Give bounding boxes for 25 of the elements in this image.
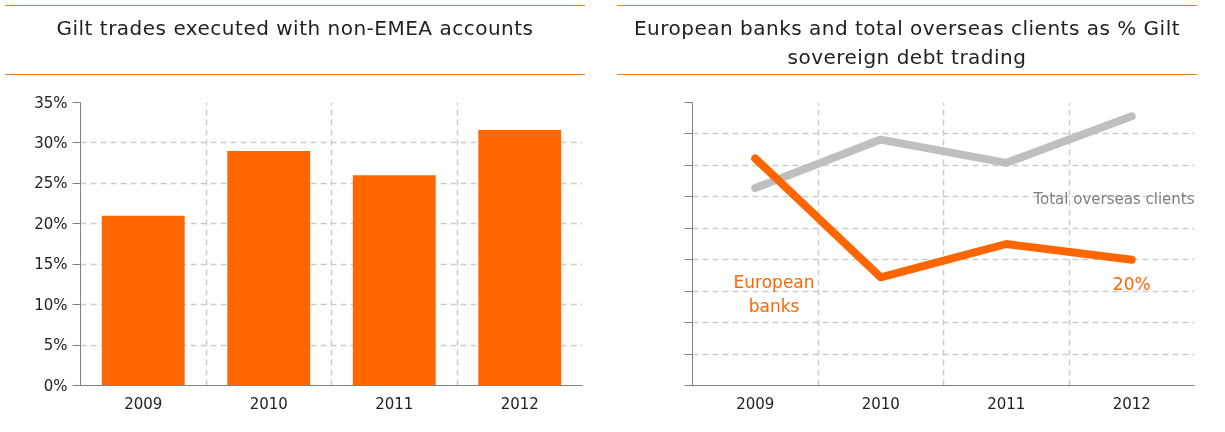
x-tick-label: 2011: [987, 394, 1026, 413]
bar: [227, 151, 311, 386]
x-tick-label: 2009: [124, 394, 163, 413]
y-tick-label: 15%: [34, 255, 68, 274]
bar: [352, 175, 436, 386]
data-label: 20%: [1112, 273, 1151, 294]
bar: [101, 215, 185, 386]
y-tick-label: 35%: [34, 93, 68, 112]
y-tick-label: 20%: [34, 214, 68, 233]
y-tick-label: 5%: [43, 336, 68, 355]
y-tick-label: 0%: [43, 376, 68, 395]
text: European banks: [733, 271, 815, 316]
x-tick-label: 2011: [375, 394, 414, 413]
text: Total overseas clients: [1032, 189, 1195, 208]
y-tick-label: 30%: [34, 133, 68, 152]
x-tick-label: 2010: [861, 394, 900, 413]
y-tick-label: 10%: [34, 295, 68, 314]
y-tick-label: 25%: [34, 174, 68, 193]
x-tick-label: 2009: [736, 394, 775, 413]
bar: [478, 129, 562, 386]
chart-title: Gilt trades executed with non-EMEA accounts: [56, 15, 534, 42]
chart-title: European banks and total overseas clients as % Gilt sovereign debt trading: [632, 15, 1182, 71]
x-tick-label: 2010: [249, 394, 288, 413]
x-tick-label: 2012: [500, 394, 539, 413]
x-tick-label: 2012: [1112, 394, 1151, 413]
